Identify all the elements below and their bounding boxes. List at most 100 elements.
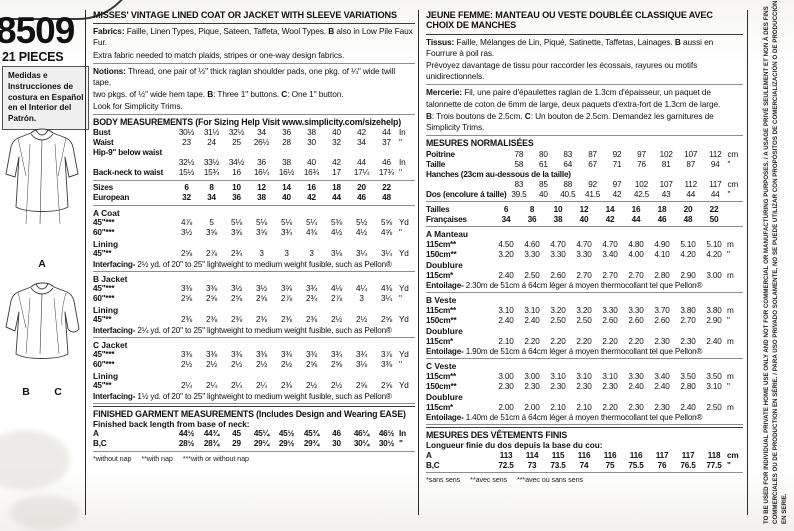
measurement-value: 20 [357, 183, 366, 193]
measurement-value: 2.50 [524, 270, 540, 280]
illustration-view-bc [5, 282, 80, 359]
yardage-section: A Manteau 115cm** 4.50 4.60 4.70 4.70 4.70 4.80… [426, 229, 743, 294]
measurement-value: 58 [514, 159, 524, 169]
unit-label: " [727, 159, 731, 169]
measurement-value: 80 [538, 149, 548, 159]
measurement-value: 5⅝ [381, 218, 392, 228]
measurement-value: 2.40 [654, 381, 670, 391]
french-sizes-table: Tailles 6 8 10 12 14 16 18 20 22 Françaises 34 36 38 4… [426, 204, 743, 224]
measurement-value: 18 [332, 183, 341, 193]
measurement-value: 3.50 [680, 371, 696, 381]
row-label: 115cm** [426, 371, 457, 381]
measurement-value: 4.80 [628, 239, 644, 249]
measurement-value: 2.00 [524, 402, 540, 412]
measurement-value: 2.40 [628, 381, 644, 391]
lining-label: Doublure [426, 260, 463, 271]
notions-view-b: B [426, 111, 432, 122]
measurement-value: 42 [605, 214, 615, 224]
measurement-value: 87 [588, 149, 597, 159]
row-label: A [93, 429, 99, 439]
measurement-value: 3.30 [628, 305, 644, 315]
nap-note: ***avec ou sans sens [517, 475, 583, 485]
unit-label: In [399, 429, 406, 439]
measurement-value: 40.5 [560, 189, 576, 199]
piece-count: 21 PIECES [2, 50, 64, 64]
divider [93, 23, 415, 25]
lining-row: 115cm* 2.10 2.20 2.20 2.20 2.20 2.20 2.30 2.30 2.… [426, 336, 743, 346]
measurement-value: 3.40 [602, 249, 618, 259]
measurement-value: 116 [603, 450, 617, 460]
measurement-value: 48 [683, 214, 693, 224]
measurement-value: 2⅝ [256, 294, 267, 304]
measurement-value: 114 [525, 450, 539, 460]
measurement-value: 2.10 [550, 402, 566, 412]
measurement-value: 3⅜ [281, 350, 292, 360]
measurement-value: 3¼ [356, 249, 367, 259]
measurement-value: 107 [684, 149, 698, 159]
measurement-value: 45¼ [253, 429, 270, 439]
measurement-value: 4⅛ [331, 284, 342, 294]
measurement-value: 2.60 [654, 315, 670, 325]
interfacing-text: 2½ yd. of 20" to 25" lightweight to medi… [135, 259, 392, 269]
unit-label: " [399, 168, 402, 178]
lining-label: Doublure [426, 392, 463, 403]
measurement-value: 3¼ [381, 294, 392, 304]
fabric-width-row: 115cm** 3.00 3.00 3.10 3.10 3.10 3.30 3.40 3.50 3… [426, 371, 743, 381]
notions-text-3a: : Trois boutons de 2.5cm. [431, 111, 525, 122]
fabric-width-row: 60"*** 2½ 2½ 2½ 2½ 2½ 2⅝ 2⅝ 3⅛ 3⅜ " [93, 360, 415, 370]
measurement-value: 22 [382, 183, 391, 193]
measurement-value: 41.5 [585, 189, 601, 199]
illustration-view-a [5, 128, 79, 225]
unit-label: Yd [399, 315, 409, 325]
french-body-measurements-table: Poitrine 78 80 83 87 92 97 102 107 112 cm Taille 58 6… [426, 149, 743, 199]
measurement-value: 20 [683, 204, 693, 214]
measurement-value: 34 [501, 214, 511, 224]
nap-note: **with nap [141, 453, 173, 463]
fabrics-label: Tissus: [426, 36, 455, 47]
lining-yardage-table: 45"** 2⅜ 2⅜ 2⅜ 2⅜ 2⅜ 2⅜ 2½ 2½ 2⅝ Yd [93, 315, 415, 325]
row-label: 115cm** [426, 239, 457, 249]
measurement-value: 2¾ [306, 294, 317, 304]
measurement-value: 36 [282, 128, 291, 138]
measurement-value: 4.90 [654, 239, 670, 249]
measurement-value: 40 [332, 128, 341, 138]
row-label: Tailles [426, 204, 450, 214]
yardage-section: C Veste 115cm** 3.00 3.00 3.10 3.10 3.10 3.30 3.… [426, 361, 743, 426]
divider [426, 33, 743, 35]
measurement-value: 2.30 [602, 381, 618, 391]
view-name: B Veste [426, 295, 457, 306]
measurement-value: 44 [332, 193, 341, 203]
measurement-value: 5⅛ [281, 218, 292, 228]
measurement-value: 3.20 [576, 305, 592, 315]
measurement-value: 8 [209, 183, 214, 193]
measurement-value: 3⅛ [331, 249, 342, 259]
fabrics-text: Faille, Linen Types, Pique, Sateen, Taff… [124, 26, 329, 37]
measurement-value: 45¾ [303, 429, 320, 439]
measurement-value: 17¼ [353, 168, 370, 178]
english-panel: MISSES' VINTAGE LINED COAT OR JACKET WIT… [85, 10, 415, 515]
measurement-value: 76.5 [680, 460, 696, 470]
measurement-value: 32½ [228, 128, 245, 138]
interfacing-note: Interfacing- 1½ yd. of 20" to 25" lightw… [93, 392, 415, 401]
measurement-value: 32½ [178, 158, 195, 168]
interfacing-text: 1.40m de 51cm á 64cm léger á moyen therm… [463, 413, 703, 423]
measurement-value: 32 [332, 138, 341, 148]
spanish-instructions-note: Medidas e Instrucciones de costura en Es… [2, 66, 89, 131]
measurement-value: 2.10 [576, 402, 592, 412]
measurement-value: 29¾ [303, 439, 320, 449]
measurement-value: 42 [332, 158, 341, 168]
unit-label: " [399, 294, 402, 304]
measurement-value: 4⅞ [181, 218, 192, 228]
measurement-value: 4.50 [498, 239, 514, 249]
measurement-value: 2.60 [602, 315, 618, 325]
notions-text-2c: : One 1" button. [287, 88, 344, 99]
lining-yardage-table: 115cm* 2.00 2.00 2.10 2.10 2.20 2.30 2.30 2.40 2.… [426, 402, 743, 412]
english-finished-rows: A 44½ 44¾ 45 45¼ 45½ 45¾ 46 46¼ 46½ In B,C 28½ 28¾ 29 2… [93, 429, 415, 449]
interfacing-label: Entoilage- [426, 413, 464, 423]
measurement-value: 3 [284, 249, 289, 259]
measurement-value: 5½ [356, 218, 367, 228]
measurement-value: 26½ [253, 138, 270, 148]
measurement-value: 81 [661, 159, 671, 169]
row-label [93, 158, 174, 168]
